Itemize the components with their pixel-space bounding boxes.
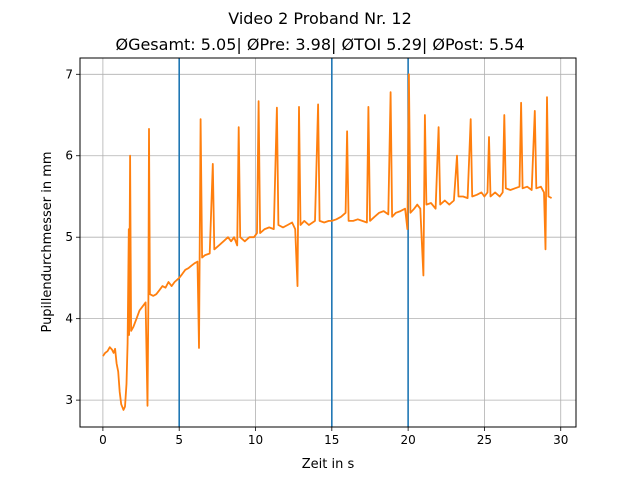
x-tick-label: 10 xyxy=(248,433,263,447)
y-tick-label: 7 xyxy=(65,67,73,81)
y-axis-label: Pupillendurchmesser in mm xyxy=(40,151,55,332)
x-tick-label: 15 xyxy=(324,433,339,447)
series xyxy=(102,73,553,411)
y-tick-label: 6 xyxy=(65,149,73,163)
chart-title: Video 2 Proband Nr. 12 xyxy=(228,9,412,28)
x-tick-label: 30 xyxy=(553,433,568,447)
chart-subtitle: ØGesamt: 5.05| ØPre: 3.98| ØTOI 5.29| ØP… xyxy=(115,35,524,54)
y-tick-label: 3 xyxy=(65,393,73,407)
y-axis-ticks: 3 4 5 6 7 xyxy=(65,67,80,407)
x-tick-label: 20 xyxy=(400,433,415,447)
x-axis-label: Zeit in s xyxy=(302,457,355,472)
x-tick-label: 5 xyxy=(175,433,183,447)
x-axis-ticks: 0 5 10 15 20 25 30 xyxy=(99,427,568,447)
y-tick-label: 4 xyxy=(65,312,73,326)
y-tick-label: 5 xyxy=(65,230,73,244)
x-tick-label: 0 xyxy=(99,433,107,447)
plot-frame xyxy=(79,57,577,428)
series-line xyxy=(102,73,553,411)
x-tick-label: 25 xyxy=(477,433,492,447)
